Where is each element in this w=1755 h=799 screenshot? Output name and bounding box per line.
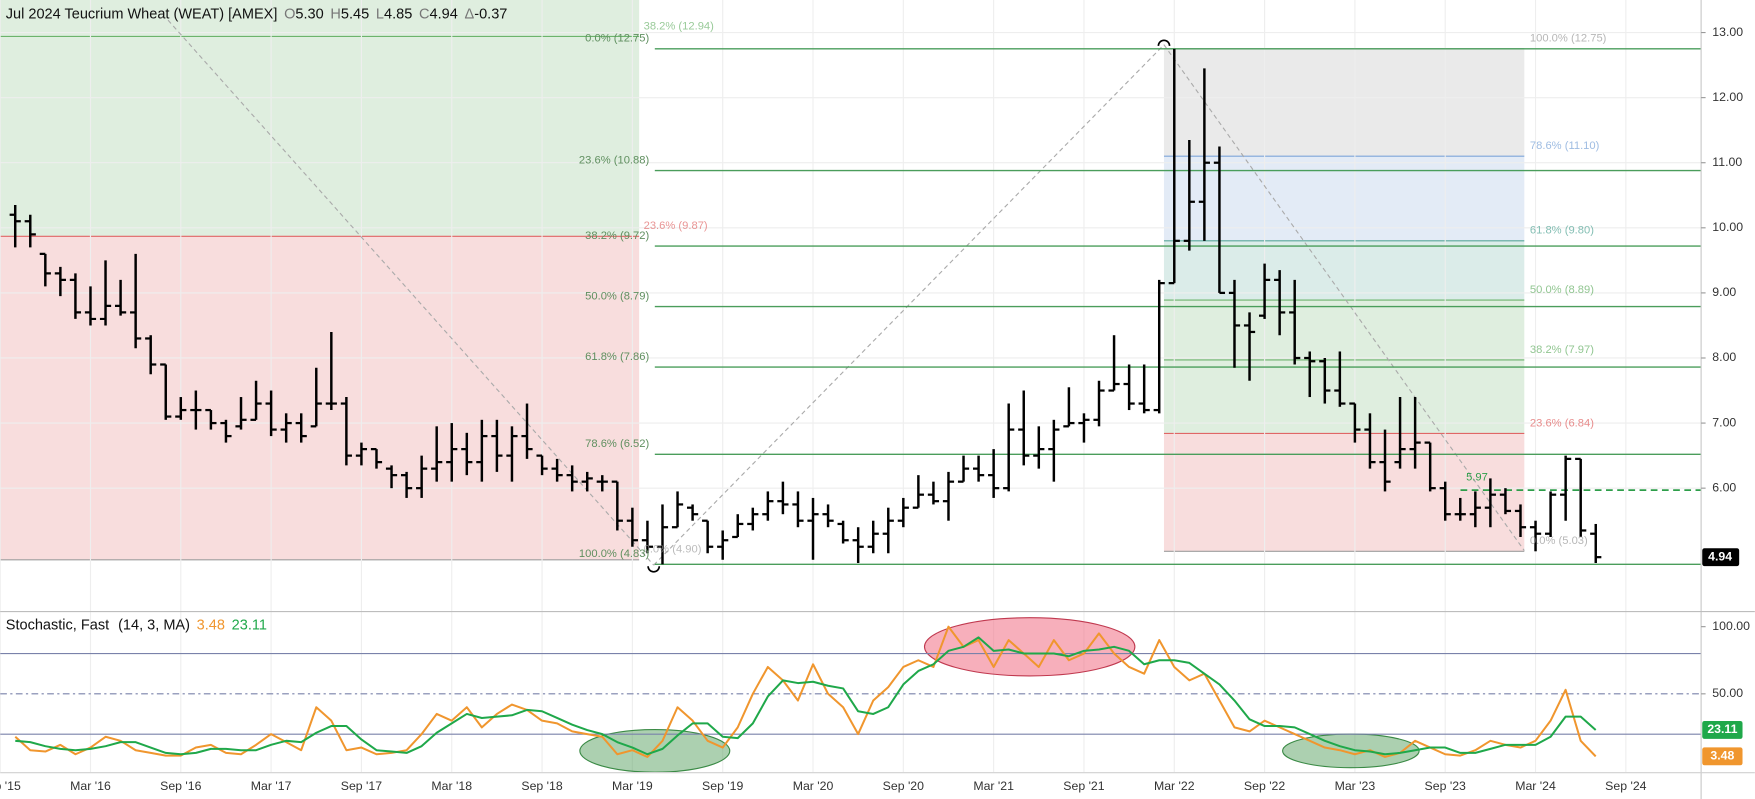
fib-label: 23.6% (10.88)	[579, 154, 650, 166]
indicator-value: 23.11	[232, 617, 267, 633]
fib-label: 61.8% (7.86)	[585, 351, 649, 363]
ohlc-key: O	[284, 6, 295, 22]
fib-label: 50.0% (8.89)	[1530, 284, 1594, 296]
fib-label: 38.2% (7.97)	[1530, 344, 1594, 356]
y-tick-label: 13.00	[1712, 25, 1743, 39]
x-tick-label: Mar '24	[1515, 779, 1556, 793]
y-tick-label: 7.00	[1712, 415, 1736, 429]
indicator-title: Stochastic, Fast	[6, 617, 109, 633]
indicator-header: Stochastic, Fast (14, 3, MA) 3.48 23.11	[6, 617, 267, 633]
x-tick-label: Mar '22	[1154, 779, 1195, 793]
fib-label: 38.2% (12.94)	[644, 20, 715, 32]
x-tick-label: Sep '17	[341, 779, 382, 793]
resistance-label: 5.97	[1466, 472, 1488, 484]
x-tick-label: Sep '16	[160, 779, 201, 793]
highlight-ellipse	[1282, 733, 1420, 769]
x-tick-label: Sep '18	[521, 779, 562, 793]
fib-zone	[1163, 433, 1525, 552]
fib-label: 78.6% (11.10)	[1530, 140, 1600, 152]
x-tick-label: Sep '20	[883, 779, 924, 793]
fib-label: 23.6% (6.84)	[1530, 417, 1594, 429]
labels: Jul 2024 Teucrium Wheat (WEAT) [AMEX] O5.…	[0, 6, 1750, 793]
y-tick-label: 8.00	[1712, 350, 1736, 364]
title: Jul 2024 Teucrium Wheat (WEAT) [AMEX]	[6, 6, 278, 22]
x-tick-label: Mar '18	[431, 779, 472, 793]
x-tick-label: Sep '19	[702, 779, 743, 793]
x-tick-label: Mar '20	[793, 779, 834, 793]
stoch-line	[15, 636, 1597, 756]
fib-label: 61.8% (9.80)	[1530, 225, 1594, 237]
fib-zone	[1163, 240, 1525, 301]
y-tick-label: 6.00	[1712, 480, 1736, 494]
swing-marker	[1157, 39, 1171, 47]
last-price-label: 4.94	[1708, 549, 1732, 563]
last-value-box	[1702, 720, 1743, 739]
swing-marker	[647, 566, 661, 573]
fib-label: 38.2% (9.72)	[585, 230, 649, 242]
fib-zone	[1163, 48, 1525, 157]
ohlc-key: C	[419, 6, 429, 22]
last-value-label: 3.48	[1710, 749, 1734, 763]
ohlc-key: L	[376, 6, 384, 22]
price-bars	[9, 48, 1602, 565]
chart-header: Jul 2024 Teucrium Wheat (WEAT) [AMEX] O5.…	[6, 6, 508, 22]
y-tick-label: 100.00	[1712, 619, 1750, 633]
y-tick-label: 50.00	[1712, 686, 1743, 700]
ohlc-value: 5.30	[295, 6, 323, 22]
last-value-box	[1702, 747, 1743, 766]
x-tick-label: Mar '17	[251, 779, 292, 793]
fib-zone	[1163, 300, 1525, 360]
x-tick-label: Sep '22	[1244, 779, 1285, 793]
fib-label: 0.0% (5.03)	[1530, 535, 1588, 547]
fib-label: 100.0% (12.75)	[1530, 33, 1607, 45]
x-tick-label: Mar '21	[973, 779, 1014, 793]
last-value-label: 23.11	[1707, 722, 1737, 736]
y-tick-label: 11.00	[1712, 155, 1742, 169]
fib-zone	[0, 0, 640, 237]
annotations	[167, 19, 1702, 573]
last-price-box	[1702, 548, 1740, 567]
x-tick-label: Mar '23	[1335, 779, 1376, 793]
ohlc-value: 4.85	[384, 6, 412, 22]
fib-label: 100.0% (4.83)	[579, 548, 650, 560]
x-tick-label: Sep '21	[1063, 779, 1104, 793]
x-tick-label: Sep '24	[1605, 779, 1646, 793]
ohlc-value: 4.94	[430, 6, 458, 22]
x-tick-label: Sep '23	[1425, 779, 1466, 793]
indicator-params: (14, 3, MA)	[118, 617, 190, 633]
grid	[0, 0, 1702, 773]
fib-zone	[1163, 359, 1525, 434]
fib-label: 23.6% (9.87)	[644, 220, 708, 232]
trend-line	[1163, 44, 1525, 551]
y-tick-label: 12.00	[1712, 90, 1743, 104]
fib-label: 50.0% (8.79)	[585, 290, 649, 302]
trend-line	[653, 44, 1165, 566]
x-tick-label: Mar '19	[612, 779, 653, 793]
y-tick-label: 10.00	[1712, 220, 1743, 234]
fib-label: 0.0% (4.90)	[644, 544, 702, 556]
x-tick-label: Sep '15	[0, 779, 21, 793]
fib-label: 78.6% (6.52)	[585, 438, 649, 450]
indicator-value: 3.48	[197, 617, 225, 633]
x-tick-label: Mar '16	[70, 779, 111, 793]
ohlc-key: Δ	[465, 6, 475, 22]
fib-label: 0.0% (12.75)	[585, 33, 649, 45]
y-tick-label: 9.00	[1712, 285, 1736, 299]
highlight-ellipse	[923, 617, 1136, 677]
ohlc-value: 5.45	[341, 6, 369, 22]
fib-zones	[0, 0, 1525, 561]
fib-zone	[0, 236, 640, 560]
stochastic-pane	[0, 617, 1702, 773]
ohlc-key: H	[330, 6, 340, 22]
trend-line	[167, 19, 655, 566]
ohlc-value: -0.37	[474, 6, 507, 22]
